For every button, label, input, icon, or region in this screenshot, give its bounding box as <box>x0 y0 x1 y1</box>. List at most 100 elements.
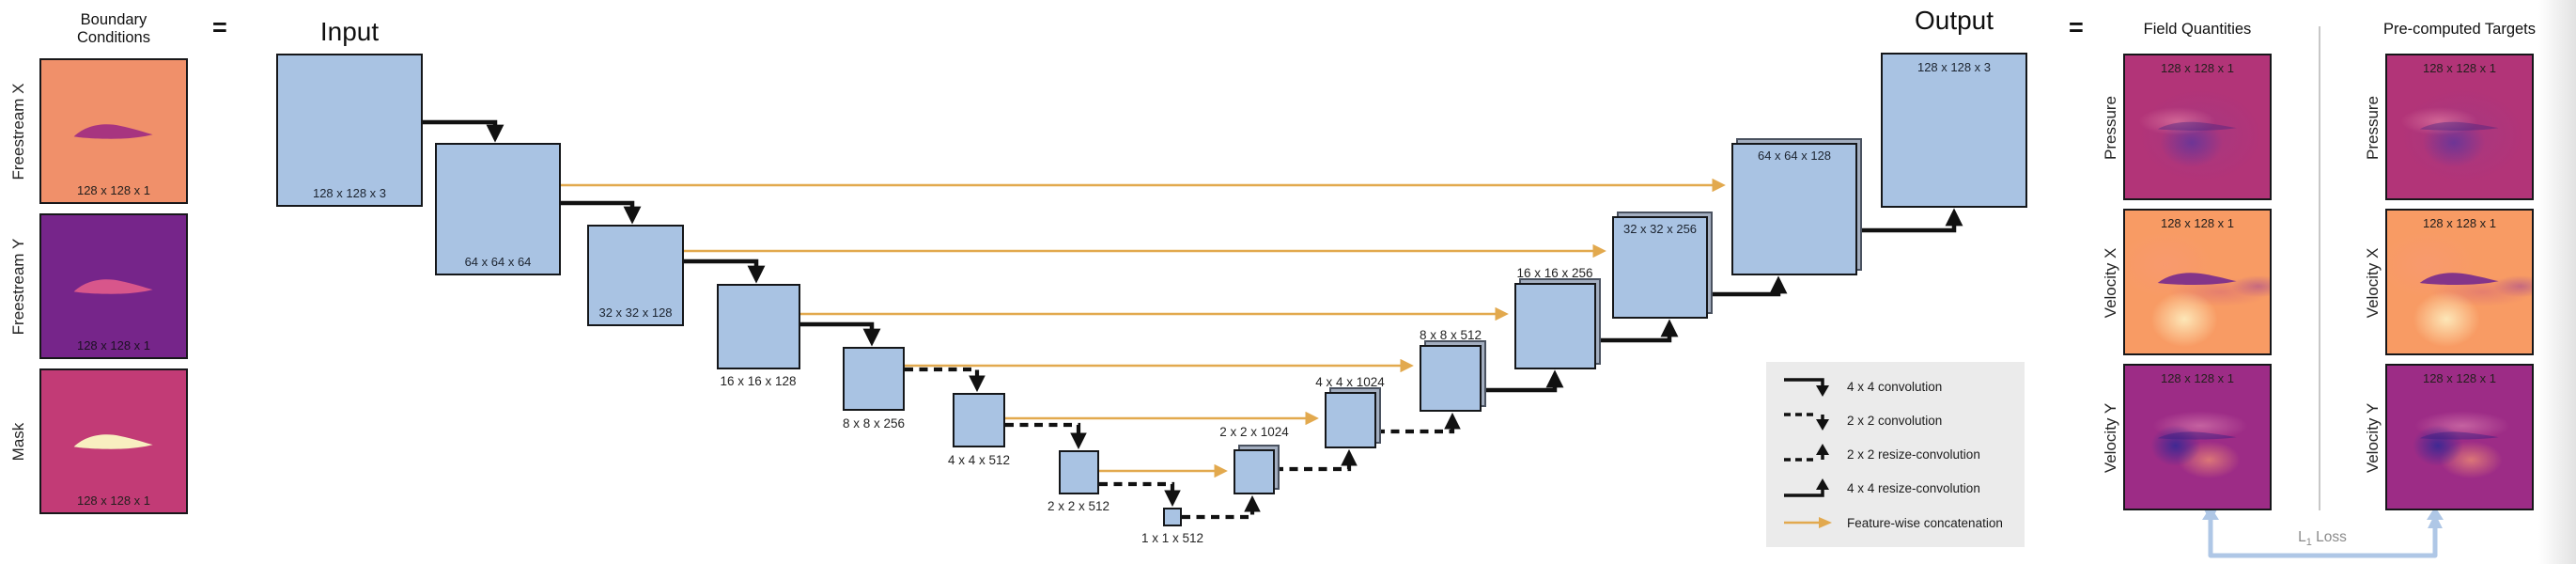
target-velocity-x-label: Velocity X <box>2364 247 2382 319</box>
target-velocity-y-label: Velocity Y <box>2364 402 2382 474</box>
panel-dims: 128 x 128 x 1 <box>76 338 151 352</box>
panel-dims: 128 x 128 x 1 <box>2422 371 2497 385</box>
airfoil-shape-icon <box>2158 273 2237 285</box>
legend-item: 2 x 2 resize-convolution <box>1781 442 2015 468</box>
resize-conv-arrow-dashed <box>1275 448 1358 472</box>
decoder-block-face <box>1731 143 1857 275</box>
block-dims: 128 x 128 x 3 <box>1916 60 1992 74</box>
airfoil-shape-icon <box>2420 431 2499 440</box>
conv-arrow-dashed <box>1099 481 1181 508</box>
decoder-block-8 <box>1420 340 1486 412</box>
encoder-block-2 <box>1059 450 1099 494</box>
encoder-block-8 <box>843 347 905 411</box>
freestream-x-panel: 128 x 128 x 1 <box>39 58 188 204</box>
mask-panel: 128 x 128 x 1 <box>39 368 188 514</box>
l1-loss-arrowhead-right <box>2427 507 2444 520</box>
decoder-block-16 <box>1514 278 1601 369</box>
block-dims: 2 x 2 x 1024 <box>1219 425 1289 439</box>
panel-dims: 128 x 128 x 1 <box>2160 371 2235 385</box>
input-title: Input <box>319 17 380 46</box>
block-dims: 16 x 16 x 256 <box>1516 266 1593 280</box>
freestream-y-panel: 128 x 128 x 1 <box>39 213 188 359</box>
panel-dims: 128 x 128 x 1 <box>2422 216 2497 230</box>
block-dims: 8 x 8 x 512 <box>1419 328 1482 342</box>
decoder-block-2 <box>1234 445 1280 494</box>
decoder-block-face <box>1612 216 1708 319</box>
loss-subscript: 1 <box>2305 537 2312 549</box>
orange-right-arrow-icon <box>1784 517 1832 528</box>
decoder-block-face <box>1420 345 1482 412</box>
panel-dims: 128 x 128 x 1 <box>76 494 151 508</box>
freestream-x-label: Freestream X <box>9 83 27 180</box>
resize-conv-arrow-dashed <box>1182 494 1261 520</box>
boundary-conditions-title: Boundary Conditions <box>39 11 188 47</box>
legend-label: 2 x 2 resize-convolution <box>1847 447 1980 462</box>
resize-conv-arrow <box>1857 208 1963 233</box>
block-dims: 2 x 2 x 512 <box>1047 499 1110 513</box>
panel-dims: 128 x 128 x 1 <box>2160 61 2235 75</box>
airfoil-shape-icon <box>74 434 153 449</box>
bottleneck-block-1 <box>1163 508 1182 526</box>
block-dims: 8 x 8 x 256 <box>842 416 906 431</box>
decoder-block-32: 32 x 32 x 256 <box>1612 212 1713 319</box>
conv-arrow <box>561 200 642 225</box>
solid-elbow-down-arrow-icon <box>1784 378 1829 397</box>
target-velocity-y-panel: 128 x 128 x 1 <box>2385 364 2534 510</box>
loss-prefix: L <box>2298 529 2306 545</box>
l1-loss-label: L1 Loss <box>2257 529 2388 548</box>
boundary-title-line2: Conditions <box>77 29 150 46</box>
target-velocity-x-panel: 128 x 128 x 1 <box>2385 209 2534 355</box>
legend-box: 4 x 4 convolution 2 x 2 convolution 2 x … <box>1766 362 2025 547</box>
legend-label: Feature-wise concatenation <box>1847 515 2003 530</box>
block-dims: 4 x 4 x 1024 <box>1315 375 1385 389</box>
velocity-x-label: Velocity X <box>2102 247 2119 319</box>
airfoil-shape-icon <box>2420 273 2499 285</box>
output-block-128: 128 x 128 x 3 <box>1881 53 2027 208</box>
page-edge-shading <box>2538 0 2576 564</box>
field-velocity-y-panel: 128 x 128 x 1 <box>2123 364 2272 510</box>
field-velocity-x-panel: 128 x 128 x 1 <box>2123 209 2272 355</box>
block-dims: 1 x 1 x 512 <box>1141 531 1204 545</box>
resize-conv-arrow-dashed <box>1376 412 1461 434</box>
dashed-up-arrow-icon <box>1784 443 1829 462</box>
conv-arrows-4x4 <box>423 119 881 347</box>
boundary-title-line1: Boundary <box>80 11 147 28</box>
skip-connections <box>561 178 1726 478</box>
conv-arrow-dashed <box>1005 422 1087 450</box>
velocity-y-label: Velocity Y <box>2102 402 2119 474</box>
legend-label: 2 x 2 convolution <box>1847 413 1943 428</box>
airfoil-shape-icon <box>2158 121 2237 131</box>
legend-item: Feature-wise concatenation <box>1781 509 2015 536</box>
legend-item: 4 x 4 resize-convolution <box>1781 476 2015 502</box>
resize-conv-arrow <box>1596 319 1679 343</box>
l1-loss-bracket <box>2202 507 2444 558</box>
equals-sign-right: = <box>2069 13 2084 41</box>
panel-dims: 128 x 128 x 1 <box>2160 216 2235 230</box>
encoder-block-16 <box>717 284 800 369</box>
conv-arrows-2x2-dashed <box>905 367 1461 520</box>
conv-arrow <box>423 119 504 143</box>
encoder-block-128: 128 x 128 x 3 <box>276 54 423 207</box>
legend-label: 4 x 4 resize-convolution <box>1847 481 1980 496</box>
conv-arrow-dashed <box>905 367 985 393</box>
block-dims: 32 x 32 x 256 <box>1622 222 1698 236</box>
freestream-y-label: Freestream Y <box>9 238 27 336</box>
solid-elbow-up-arrow-icon <box>1784 478 1829 497</box>
targets-title: Pre-computed Targets <box>2382 21 2537 38</box>
legend-label: 4 x 4 convolution <box>1847 379 1943 394</box>
airfoil-shape-icon <box>74 124 153 139</box>
decoder-block-face <box>1514 283 1596 369</box>
resize-conv-arrow <box>1482 369 1564 393</box>
legend-item: 2 x 2 convolution <box>1781 407 2015 433</box>
airfoil-shape-icon <box>2420 121 2499 131</box>
decoder-block-face <box>1325 392 1376 448</box>
loss-suffix: Loss <box>2311 529 2347 545</box>
mask-label: Mask <box>9 422 27 462</box>
field-pressure-panel: 128 x 128 x 1 <box>2123 54 2272 200</box>
column-divider <box>2319 26 2320 510</box>
airfoil-shape-icon <box>2158 431 2237 440</box>
encoder-block-4 <box>953 393 1005 447</box>
pressure-label: Pressure <box>2102 95 2119 161</box>
